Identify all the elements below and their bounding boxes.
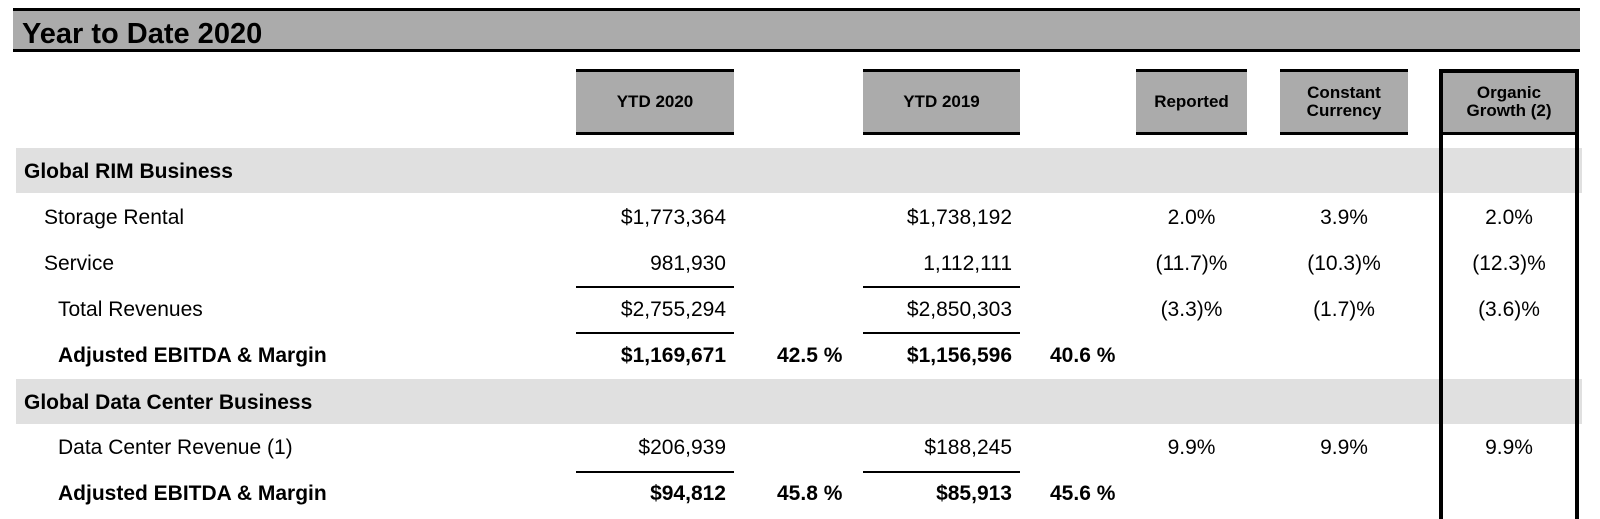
subtotal-rule	[863, 286, 1020, 288]
subtotal-rule	[863, 471, 1020, 473]
section-label: Global Data Center Business	[24, 391, 313, 414]
constant-currency-value: (1.7)%	[1313, 298, 1375, 321]
margin-2019-value: 45.6 %	[1050, 482, 1116, 505]
organic-growth-value: (12.3)%	[1472, 252, 1546, 275]
ytd-2019-value: $2,850,303	[906, 298, 1012, 321]
organic-growth-value: 9.9%	[1485, 436, 1533, 459]
subtotal-rule	[576, 471, 734, 473]
ytd-2019-value: $188,245	[924, 436, 1012, 459]
total-rule	[863, 332, 1020, 334]
ytd-2020-value: $206,939	[638, 436, 726, 459]
section-header-rim: Global RIM Business	[16, 148, 1582, 193]
ytd-2020-value: $1,773,364	[620, 206, 726, 229]
header-ytd-2020-label: YTD 2020	[616, 92, 694, 111]
section-label: Global RIM Business	[24, 160, 233, 183]
ytd-2019-value: 1,112,111	[923, 252, 1012, 275]
header-reported: Reported	[1136, 69, 1247, 135]
ytd-2020-value: $94,812	[650, 482, 726, 505]
row-label: Data Center Revenue (1)	[58, 436, 293, 459]
row-label: Storage Rental	[44, 206, 185, 229]
header-organic-growth: Organic Growth (2)	[1443, 69, 1575, 135]
ytd-2020-value: $1,169,671	[620, 344, 726, 367]
ytd-2020-value: 981,930	[650, 252, 726, 275]
total-rule	[576, 332, 734, 334]
row-label: Adjusted EBITDA & Margin	[58, 482, 327, 505]
constant-currency-value: 3.9%	[1320, 206, 1368, 229]
header-ytd-2019-label: YTD 2019	[903, 92, 980, 111]
row-label: Total Revenues	[58, 298, 203, 321]
header-ytd-2020: YTD 2020	[576, 69, 734, 135]
header-ytd-2019: YTD 2019	[863, 69, 1020, 135]
constant-currency-value: 9.9%	[1320, 436, 1368, 459]
reported-value: (11.7)%	[1155, 252, 1228, 275]
reported-value: 2.0%	[1167, 206, 1216, 229]
section-header-data-center: Global Data Center Business	[16, 379, 1582, 424]
header-organic-growth-label: Organic Growth (2)	[1466, 83, 1552, 120]
organic-growth-value: 2.0%	[1485, 206, 1533, 229]
reported-value: 9.9%	[1167, 436, 1216, 459]
header-constant-currency-label: Constant Currency	[1306, 83, 1382, 120]
header-reported-label: Reported	[1154, 92, 1229, 111]
subtotal-rule	[576, 286, 734, 288]
margin-2019-value: 40.6 %	[1050, 344, 1116, 367]
organic-growth-value: (3.6)%	[1478, 298, 1540, 321]
margin-2020-value: 45.8 %	[777, 482, 843, 505]
row-label: Adjusted EBITDA & Margin	[58, 344, 327, 367]
title-bar: Year to Date 2020	[13, 8, 1580, 52]
reported-value: (3.3)%	[1160, 298, 1223, 321]
header-constant-currency: Constant Currency	[1280, 69, 1408, 135]
margin-2020-value: 42.5 %	[777, 344, 843, 367]
ytd-2019-value: $85,913	[936, 482, 1012, 505]
ytd-2020-value: $2,755,294	[620, 298, 726, 321]
ytd-2019-value: $1,738,192	[906, 206, 1012, 229]
row-label: Service	[44, 252, 115, 275]
constant-currency-value: (10.3)%	[1307, 252, 1381, 275]
page-title: Year to Date 2020	[22, 18, 263, 50]
ytd-2019-value: $1,156,596	[906, 344, 1012, 367]
